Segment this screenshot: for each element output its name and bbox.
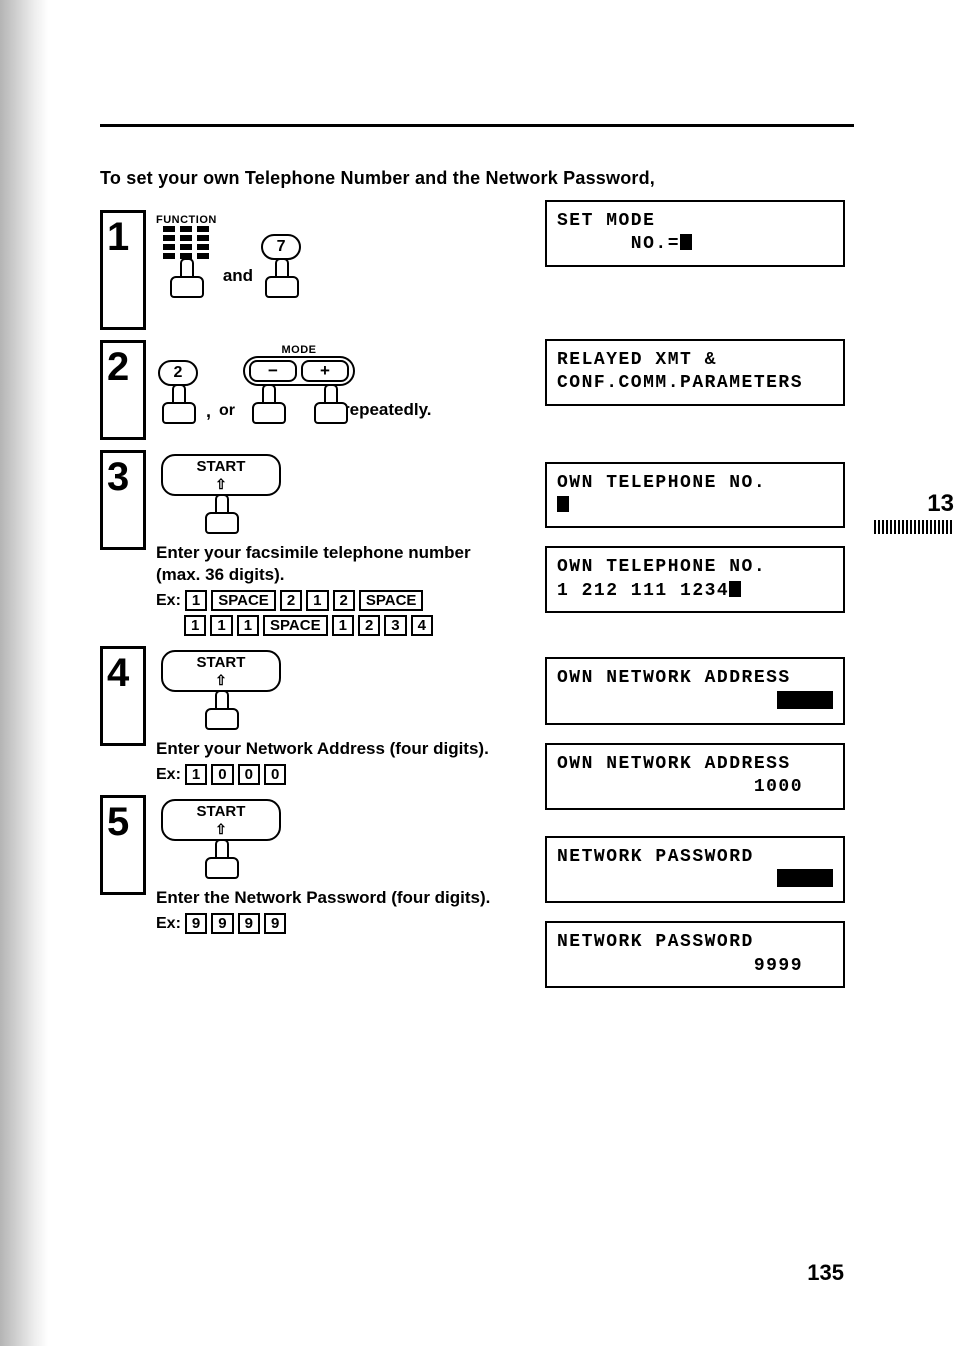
key-box: 9: [264, 913, 286, 934]
key-box: SPACE: [211, 590, 276, 611]
step-number: 4: [100, 646, 146, 746]
start-button: START⇧: [161, 799, 281, 841]
mode-keys: MODE − +: [243, 344, 355, 426]
step-number: 5: [100, 795, 146, 895]
arrow-up-icon: ⇧: [215, 672, 227, 689]
key-box: 1: [332, 615, 354, 636]
section-tab: 13: [874, 490, 954, 534]
start-button-group: START⇧: [156, 454, 286, 536]
repeatedly-label: repeatedly.: [343, 400, 432, 426]
key-box: 3: [384, 615, 406, 636]
hand-icon: [156, 384, 200, 426]
plus-key: +: [301, 360, 349, 382]
key-2: 2: [156, 352, 200, 426]
intro-text: To set your own Telephone Number and the…: [100, 168, 655, 189]
keypad-icon: [163, 226, 209, 260]
lcd-step2: RELAYED XMT & CONF.COMM.PARAMETERS: [545, 339, 845, 406]
key-box: 1: [185, 764, 207, 785]
lcd-step3b: OWN TELEPHONE NO. 1 212 111 1234: [545, 546, 845, 613]
hand-icon: [259, 258, 303, 300]
lcd-column: SET MODE NO.= RELAYED XMT & CONF.COMM.PA…: [545, 200, 845, 988]
key-box: 2: [358, 615, 380, 636]
key-box: 1: [185, 590, 207, 611]
arrow-up-icon: ⇧: [215, 821, 227, 838]
lcd-step1: SET MODE NO.=: [545, 200, 845, 267]
lcd-step4a: OWN NETWORK ADDRESS: [545, 657, 845, 725]
hand-icon: [199, 839, 243, 881]
key-box: SPACE: [263, 615, 328, 636]
section-number: 13: [927, 490, 954, 517]
key-box: 1: [184, 615, 206, 636]
key-7: 7: [259, 226, 303, 300]
section-bars-icon: [874, 520, 954, 534]
hand-icon: [308, 384, 352, 426]
minus-key: −: [249, 360, 297, 382]
function-keypad: FUNCTION: [156, 214, 217, 300]
key-2-button: 2: [158, 360, 198, 386]
or-label-1: or: [217, 402, 237, 426]
key-box: 1: [210, 615, 232, 636]
lcd-step3a: OWN TELEPHONE NO.: [545, 462, 845, 529]
cursor-icon: [729, 581, 741, 597]
step-number: 2: [100, 340, 146, 440]
ex-label: Ex:: [156, 592, 181, 610]
lcd-step4b: OWN NETWORK ADDRESS 1000: [545, 743, 845, 810]
key-box: 0: [264, 764, 286, 785]
key-box: 1: [306, 590, 328, 611]
key-box: 0: [211, 764, 233, 785]
scan-shadow: [0, 0, 48, 1346]
comma: ,: [206, 401, 211, 426]
cursor-icon: [557, 496, 569, 512]
start-button-group: START⇧: [156, 650, 286, 732]
arrow-up-icon: ⇧: [215, 476, 227, 493]
step-number: 1: [100, 210, 146, 330]
key-7-button: 7: [261, 234, 301, 260]
key-box: 2: [280, 590, 302, 611]
start-button: START⇧: [161, 650, 281, 692]
ex-label: Ex:: [156, 915, 181, 933]
hand-icon: [199, 690, 243, 732]
cursor-icon: [680, 234, 692, 250]
lcd-step5a: NETWORK PASSWORD: [545, 836, 845, 904]
mode-label: MODE: [282, 344, 317, 356]
page-number: 135: [807, 1260, 844, 1286]
start-button: START⇧: [161, 454, 281, 496]
key-box: 9: [238, 913, 260, 934]
hand-icon: [199, 494, 243, 536]
hand-icon: [164, 258, 208, 300]
key-box: SPACE: [359, 590, 424, 611]
key-box: 2: [333, 590, 355, 611]
step-number: 3: [100, 450, 146, 550]
start-button-group: START⇧: [156, 799, 286, 881]
manual-page: To set your own Telephone Number and the…: [0, 0, 954, 1346]
top-rule: [100, 124, 854, 127]
key-box: 0: [238, 764, 260, 785]
key-box: 4: [411, 615, 433, 636]
mode-pill: − +: [243, 356, 355, 386]
key-box: 9: [211, 913, 233, 934]
key-box: 9: [185, 913, 207, 934]
and-label: and: [223, 266, 253, 300]
function-label: FUNCTION: [156, 214, 217, 226]
hand-icon: [246, 384, 290, 426]
key-box: 1: [237, 615, 259, 636]
lcd-step5b: NETWORK PASSWORD 9999: [545, 921, 845, 988]
ex-label: Ex:: [156, 766, 181, 784]
